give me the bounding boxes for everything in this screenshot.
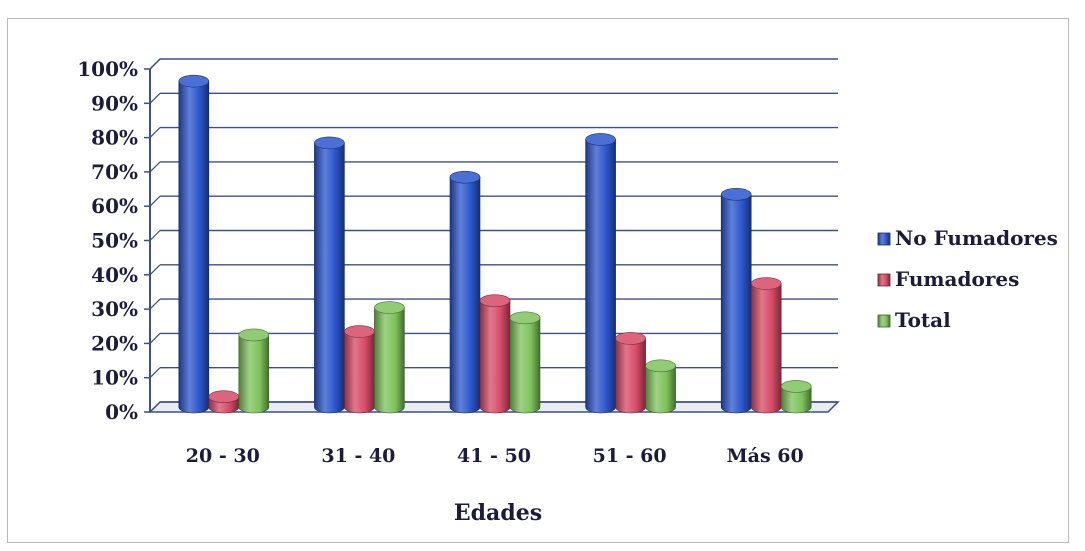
- legend-swatch: [877, 314, 891, 328]
- x-category-label: 41 - 50: [457, 445, 531, 467]
- gridline-side: [149, 161, 161, 173]
- y-tick-label: 0%: [105, 400, 138, 424]
- bar-top: [720, 188, 752, 201]
- x-category-label: 31 - 40: [321, 445, 395, 467]
- bar-total-mas-60: [780, 380, 812, 414]
- bar-top: [344, 325, 375, 338]
- bar-body: [449, 176, 481, 414]
- bar-body: [238, 334, 270, 414]
- gridline-side: [149, 332, 161, 344]
- y-tick-label: 80%: [91, 126, 138, 150]
- bar-no-fumadores-31-40: [314, 136, 345, 414]
- bar-total-41-50: [509, 311, 541, 414]
- bar-body: [509, 317, 541, 414]
- legend-item-no-fumadores: No Fumadores: [877, 226, 1058, 250]
- gridline-side: [149, 367, 161, 379]
- legend-label: Fumadores: [895, 267, 1019, 291]
- x-axis-categories: 20 - 30 31 - 40 41 - 50 51 - 60 Más 60: [186, 445, 804, 467]
- bar-top: [178, 74, 210, 88]
- bars: [178, 74, 812, 414]
- bar-top: [780, 380, 812, 393]
- bar-chart: 0% 10% 20% 30% 40% 50% 60% 70% 80% 90% 100% 20 - 3…: [77, 57, 1058, 526]
- bar-body: [374, 307, 405, 414]
- bar-body: [178, 80, 210, 414]
- bar-body: [615, 338, 646, 414]
- bar-fumadores-20-30: [208, 390, 240, 414]
- bar-no-fumadores-20-30: [178, 74, 210, 414]
- gridline-side: [149, 264, 161, 276]
- bar-total-51-60: [645, 359, 676, 414]
- bar-total-31-40: [374, 301, 405, 414]
- bar-fumadores-51-60: [615, 332, 646, 414]
- x-category-label: 20 - 30: [186, 445, 260, 467]
- bar-top: [645, 359, 676, 373]
- y-tick-label: 100%: [77, 57, 138, 81]
- y-tick-label: 10%: [91, 366, 138, 390]
- bar-no-fumadores-51-60: [585, 133, 616, 414]
- bar-no-fumadores-mas-60: [720, 188, 752, 414]
- legend-label: Total: [895, 308, 951, 332]
- bar-fumadores-mas-60: [750, 277, 782, 414]
- bar-no-fumadores-41-50: [449, 170, 481, 414]
- bar-top: [479, 294, 511, 307]
- bar-body: [585, 139, 616, 414]
- bar-body: [780, 386, 812, 414]
- gridline-side: [149, 92, 161, 104]
- bar-body: [344, 331, 375, 414]
- bar-body: [479, 300, 511, 414]
- bar-top: [509, 311, 541, 325]
- bar-top: [238, 328, 270, 342]
- legend: No Fumadores Fumadores Total: [877, 226, 1058, 332]
- bar-top: [750, 277, 782, 290]
- y-tick-label: 90%: [91, 91, 138, 115]
- gridline-side: [149, 127, 161, 139]
- x-category-label: Más 60: [727, 445, 804, 467]
- bar-body: [750, 283, 782, 414]
- bar-top: [374, 301, 405, 314]
- bar-top: [314, 136, 345, 150]
- legend-swatch: [877, 232, 891, 246]
- y-tick-label: 60%: [91, 194, 138, 218]
- bar-top: [449, 170, 481, 184]
- legend-label: No Fumadores: [895, 226, 1058, 250]
- y-axis-ticks: 0% 10% 20% 30% 40% 50% 60% 70% 80% 90% 100%: [77, 57, 150, 424]
- legend-item-fumadores: Fumadores: [877, 267, 1019, 291]
- x-category-label: 51 - 60: [593, 445, 667, 467]
- y-tick-label: 30%: [91, 297, 138, 321]
- bar-top: [615, 332, 646, 345]
- y-tick-label: 40%: [91, 263, 138, 287]
- y-tick-label: 70%: [91, 160, 138, 184]
- gridline-side: [149, 230, 161, 241]
- bar-body: [645, 365, 676, 414]
- x-axis-title: Edades: [454, 500, 542, 526]
- chart-frame: 0% 10% 20% 30% 40% 50% 60% 70% 80% 90% 100% 20 - 3…: [7, 18, 1069, 543]
- bar-fumadores-41-50: [479, 294, 511, 414]
- bar-body: [314, 142, 345, 414]
- y-tick-label: 20%: [91, 331, 138, 355]
- legend-item-total: Total: [877, 308, 951, 332]
- bar-total-20-30: [238, 328, 270, 414]
- gridline-side: [149, 58, 161, 70]
- legend-swatch: [877, 273, 891, 287]
- gridline-side: [149, 298, 161, 310]
- bar-body: [720, 194, 752, 414]
- gridline-side: [149, 401, 161, 413]
- bar-top: [208, 390, 240, 404]
- y-tick-label: 50%: [91, 229, 138, 253]
- bar-fumadores-31-40: [344, 325, 375, 414]
- bar-top: [585, 133, 616, 146]
- gridline-side: [149, 195, 161, 207]
